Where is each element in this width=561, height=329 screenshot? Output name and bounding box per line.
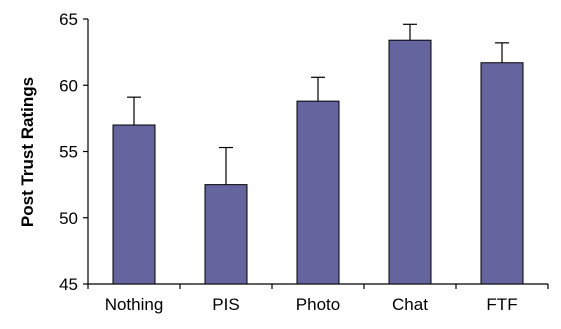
y-tick-label: 65 (59, 10, 78, 29)
bar-chat (388, 39, 432, 285)
x-tick-label: FTF (486, 295, 517, 314)
y-tick-label: 50 (59, 209, 78, 228)
y-axis-title: Post Trust Ratings (18, 77, 37, 227)
bar-nothing (112, 124, 156, 285)
bar-photo (296, 100, 340, 285)
x-tick-label: Photo (296, 295, 340, 314)
y-tick-label: 60 (59, 76, 78, 95)
x-tick-label: Nothing (105, 295, 164, 314)
x-tick-label: Chat (392, 295, 428, 314)
bar-pis (204, 184, 248, 285)
y-tick-label: 45 (59, 275, 78, 294)
bar-ftf (480, 62, 524, 285)
y-tick-label: 55 (59, 143, 78, 162)
x-tick-label: PIS (212, 295, 239, 314)
